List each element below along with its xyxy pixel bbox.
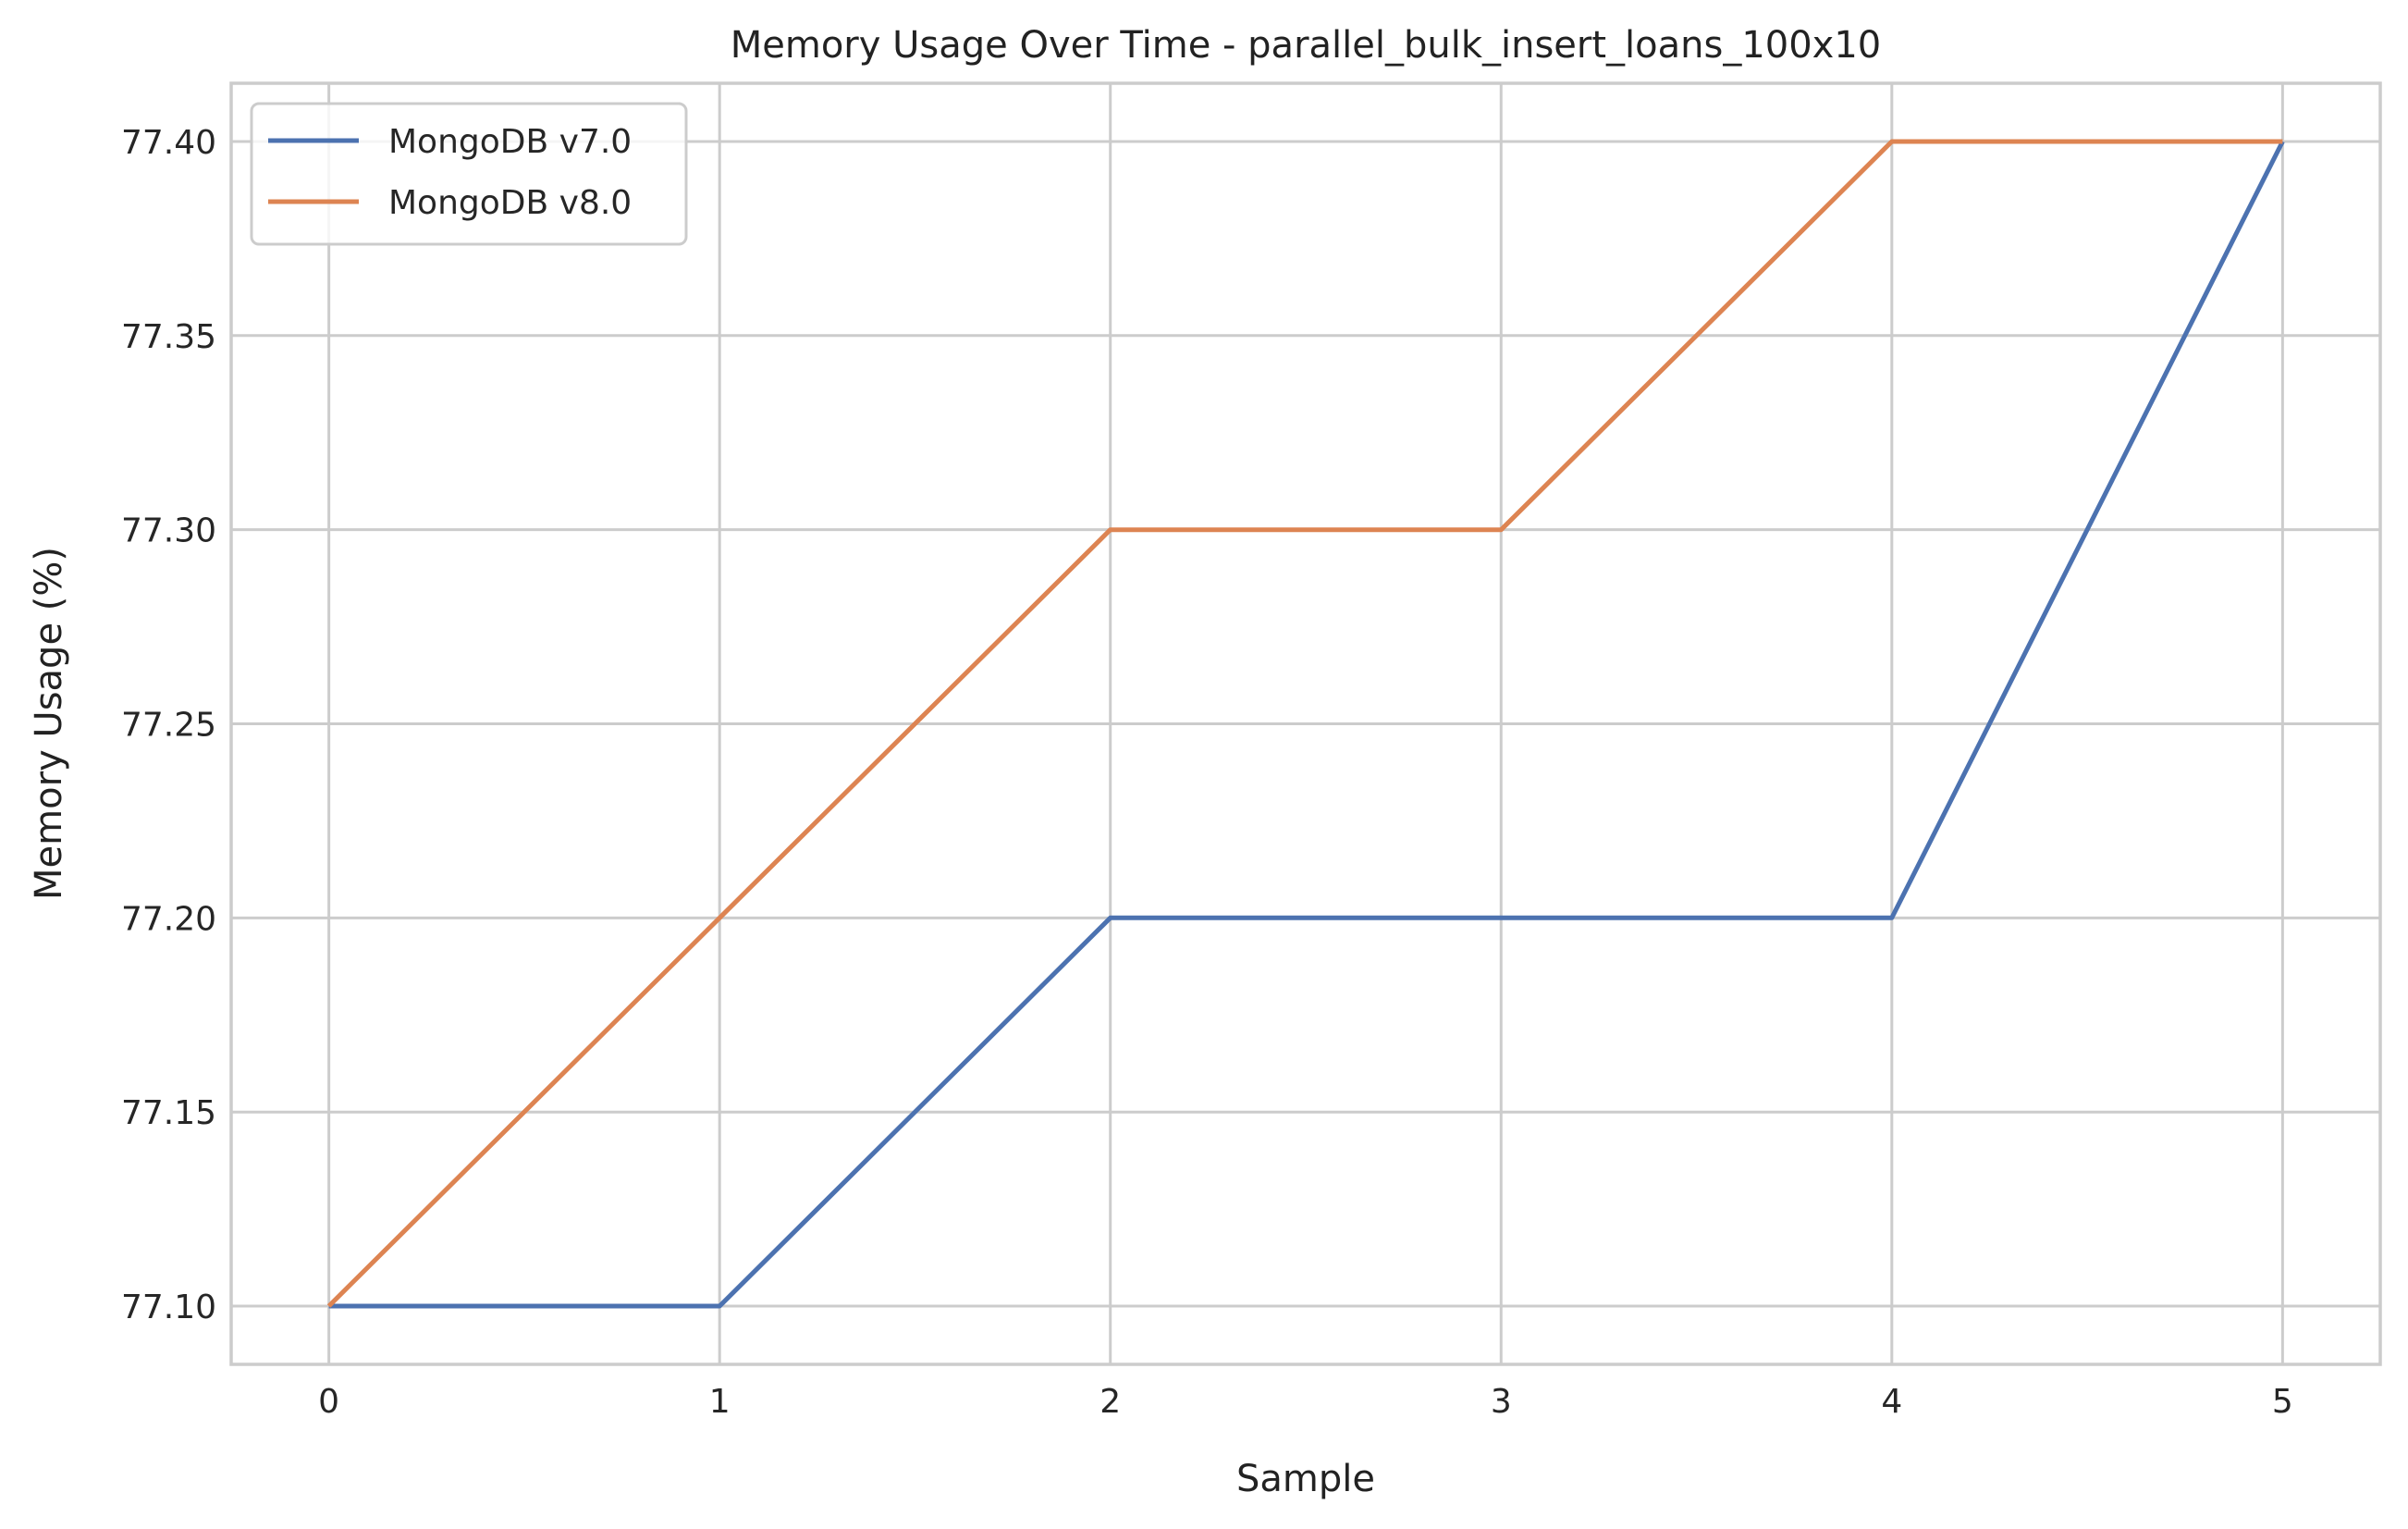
chart-title: Memory Usage Over Time - parallel_bulk_i… [731, 24, 1882, 67]
legend: MongoDB v7.0 MongoDB v8.0 [250, 102, 688, 246]
y-tick-label: 77.15 [121, 1094, 216, 1132]
x-tick-label: 1 [709, 1383, 731, 1421]
legend-box [250, 102, 688, 246]
legend-label: MongoDB v7.0 [388, 123, 632, 161]
y-tick-label: 77.35 [121, 318, 216, 356]
tick-labels: 0 1 2 3 4 5 77.10 77.15 77.20 77.25 77.30 77.35 77.4… [121, 124, 2293, 1421]
legend-label: MongoDB v8.0 [388, 184, 632, 222]
y-tick-label: 77.40 [121, 124, 216, 162]
plot-frame [229, 81, 2382, 1366]
x-axis-label: Sample [1236, 1458, 1375, 1500]
grid-lines [231, 83, 2380, 1364]
x-tick-label: 2 [1100, 1383, 1121, 1421]
x-tick-label: 4 [1881, 1383, 1902, 1421]
y-tick-label: 77.25 [121, 707, 216, 745]
series-line-2 [326, 139, 2283, 1308]
y-tick-label: 77.20 [121, 900, 216, 938]
series-line-1 [328, 140, 2285, 1309]
y-axis-label: Memory Usage (%) [28, 547, 70, 900]
x-tick-label: 5 [2272, 1383, 2293, 1421]
x-tick-label: 0 [318, 1383, 339, 1421]
y-tick-label: 77.10 [121, 1289, 216, 1326]
series-lines [326, 139, 2285, 1309]
x-tick-label: 3 [1491, 1383, 1512, 1421]
y-tick-label: 77.30 [121, 512, 216, 550]
